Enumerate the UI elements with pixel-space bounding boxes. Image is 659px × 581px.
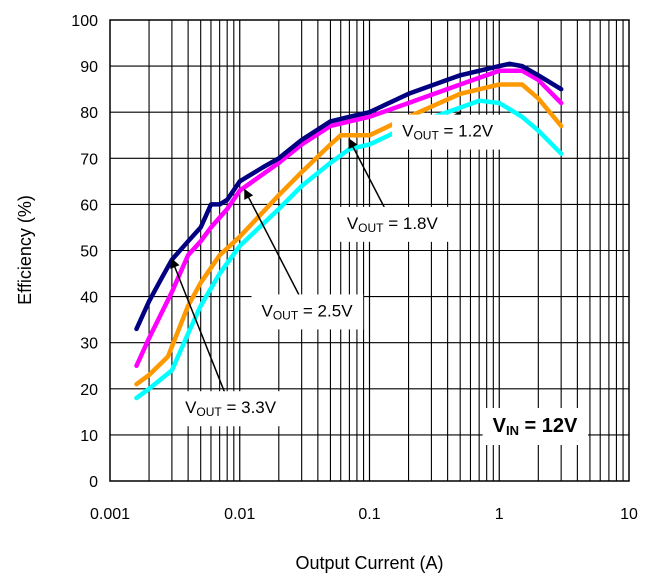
- vout-label: VOUT = 2.5V: [251, 294, 364, 330]
- y-tick-label: 90: [80, 59, 98, 76]
- x-axis-title: Output Current (A): [295, 553, 443, 573]
- vin-label-box: [482, 408, 589, 445]
- series-line: [134, 68, 564, 369]
- y-tick-label: 100: [71, 13, 98, 30]
- series-lines: [134, 61, 564, 401]
- x-tick-label: 1: [495, 506, 504, 523]
- y-tick-label: 0: [89, 474, 98, 491]
- series-line: [134, 82, 564, 387]
- vout-label-text: VOUT = 3.3V: [185, 398, 277, 419]
- tick-labels: 0 10 20 30 40 50 60 70 80 90 100 0.001 0.01 0.1 1 10: [71, 13, 638, 523]
- annotations: VOUT = 1.2V VOUT = 1.8V VOUT = 2.5V VOUT = …: [170, 110, 589, 445]
- vout-label: VOUT = 3.3V: [175, 391, 287, 427]
- vout-label-box: [175, 391, 287, 427]
- y-tick-label: 10: [80, 428, 98, 445]
- y-tick-label: 40: [80, 290, 98, 307]
- vin-label: VIN = 12V: [482, 408, 589, 445]
- vin-label-text: VIN = 12V: [493, 415, 578, 438]
- y-tick-label: 20: [80, 382, 98, 399]
- plot-frame: [109, 19, 630, 482]
- vout-label-box: [392, 114, 504, 150]
- vout-label-text: VOUT = 2.5V: [262, 301, 354, 322]
- vout-label-box: [336, 206, 449, 242]
- y-axis-title: Efficiency (%): [15, 195, 35, 305]
- x-tick-label: 0.01: [224, 506, 255, 523]
- vout-label: VOUT = 1.8V: [336, 206, 449, 242]
- y-tick-label: 30: [80, 336, 98, 353]
- y-tick-label: 50: [80, 244, 98, 261]
- annotation-arrow: [244, 188, 308, 311]
- x-tick-label: 10: [620, 506, 638, 523]
- annotation-arrow: [170, 257, 232, 408]
- x-tick-label: 0.1: [358, 506, 380, 523]
- series-line: [134, 61, 564, 332]
- vout-label-text: VOUT = 1.8V: [347, 214, 439, 235]
- y-tick-label: 80: [80, 105, 98, 122]
- y-tick-label: 70: [80, 151, 98, 168]
- vout-label-text: VOUT = 1.2V: [402, 122, 494, 143]
- x-tick-label: 0.001: [90, 506, 130, 523]
- y-tick-label: 60: [80, 197, 98, 214]
- vout-label: VOUT = 1.2V: [392, 114, 504, 150]
- series-line: [134, 98, 564, 401]
- grid: [110, 20, 629, 481]
- vout-label-box: [251, 294, 364, 330]
